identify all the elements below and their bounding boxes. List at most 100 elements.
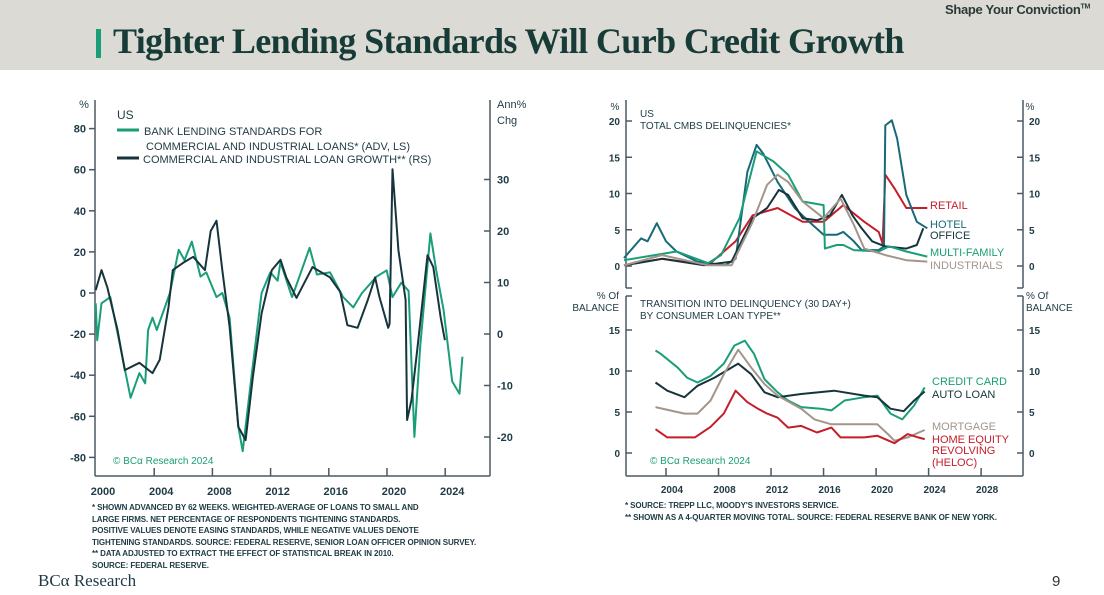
- series-line-0: [654, 339, 926, 421]
- y2-tick-label: 0: [1029, 449, 1035, 460]
- series-line-3: [654, 389, 925, 445]
- y2-tick-label: 30: [497, 175, 509, 187]
- x-tick-label: 2008: [207, 486, 231, 498]
- series-line-2: [655, 348, 926, 442]
- series-line-hotel: [623, 119, 928, 267]
- y2-tick-label: 5: [1029, 226, 1035, 237]
- y-tick-label: 0: [614, 449, 620, 460]
- x-tick-label: 2024: [923, 485, 946, 496]
- x-tick-label: 2016: [324, 486, 348, 498]
- y-tick-label: 15: [609, 326, 621, 337]
- header-band: Shape Your ConvictionTM Tighter Lending …: [0, 0, 1104, 70]
- legend-label: BANK LENDING STANDARDS FOR: [144, 126, 322, 138]
- footnote: SOURCE: FEDERAL RESERVE.: [92, 560, 209, 570]
- page-title: Tighter Lending Standards Will Curb Cred…: [113, 21, 904, 61]
- y-tick-label: 20: [609, 117, 621, 128]
- y2-tick-label: 15: [1029, 326, 1041, 337]
- x-tick-label: 2016: [818, 485, 841, 496]
- series-label: CREDIT CARD: [932, 376, 1007, 388]
- x-tick-label: 2000: [91, 486, 115, 498]
- y-tick-label: 80: [74, 124, 86, 136]
- y-tick-label: 0: [80, 288, 86, 300]
- y2-tick-label: 20: [1029, 117, 1041, 128]
- y2-tick-label: 10: [1029, 190, 1041, 201]
- y2-tick-label: 5: [1029, 408, 1035, 419]
- x-tick-label: 2020: [382, 486, 406, 498]
- series-line-industrials: [623, 173, 928, 267]
- y-tick-label: -20: [70, 329, 86, 341]
- left-footnotes: * SHOWN ADVANCED BY 62 WEEKS. WEIGHTED-A…: [92, 502, 476, 571]
- y-tick-label: -60: [70, 411, 86, 423]
- footnote: * SOURCE: TREPP LLC, MOODY'S INVESTORS S…: [625, 501, 839, 510]
- chart-title: US: [117, 108, 134, 122]
- footnote: POSITIVE VALUES DENOTE EASING STANDARDS,…: [92, 526, 419, 535]
- series-label: REVOLVING: [932, 445, 995, 457]
- x-tick-label: 2004: [149, 486, 174, 498]
- series-label: RETAIL: [930, 200, 968, 212]
- y-tick-label: 5: [614, 408, 620, 419]
- series-label: OFFICE: [930, 230, 970, 242]
- copyright-text: © BCα Research 2024: [113, 456, 214, 467]
- series-line-office: [623, 188, 925, 267]
- x-tick-label: 2028: [976, 485, 999, 496]
- footnote: LARGE FIRMS. NET PERCENTAGE OF RESPONDEN…: [92, 514, 401, 524]
- series-label: INDUSTRIALS: [930, 260, 1003, 272]
- y-tick-label: 0: [614, 262, 620, 273]
- y-tick-label: -40: [70, 370, 86, 382]
- chart-title: US: [640, 109, 654, 120]
- right-footnotes: * SOURCE: TREPP LLC, MOODY'S INVESTORS S…: [625, 500, 997, 523]
- x-tick-label: 2020: [871, 485, 894, 496]
- x-tick-label: 2012: [265, 486, 289, 498]
- series-line-1: [94, 168, 446, 442]
- chart-subtitle: BY CONSUMER LOAN TYPE**: [640, 311, 781, 322]
- series-label: (HELOC): [932, 457, 977, 469]
- y2-tick-label: 0: [1029, 262, 1035, 273]
- trademark: TM: [1080, 3, 1090, 11]
- x-tick-label: 2024: [440, 486, 465, 498]
- page-number: 9: [1052, 573, 1061, 590]
- y2-tick-label: 10: [1029, 367, 1041, 378]
- chart-subtitle: TOTAL CMBS DELINQUENCIES*: [640, 121, 791, 132]
- x-tick-label: 2012: [766, 485, 789, 496]
- y-axis-unit: %: [611, 102, 620, 113]
- y-tick-label: 10: [609, 367, 621, 378]
- series-line-multi-family: [623, 150, 928, 265]
- y2-tick-label: -10: [497, 381, 513, 393]
- y-axis-unit: %: [79, 99, 89, 111]
- y2-tick-label: -20: [497, 432, 513, 444]
- y2-tick-label: 15: [1029, 153, 1041, 164]
- series-label: AUTO LOAN: [932, 389, 995, 401]
- y2-tick-label: 20: [497, 226, 509, 238]
- tagline-text: Shape Your Conviction: [944, 2, 1081, 17]
- footnote: ** DATA ADJUSTED TO EXTRACT THE EFFECT O…: [92, 549, 394, 558]
- y-tick-label: 20: [74, 247, 86, 259]
- series-label: HOTEL: [930, 219, 967, 231]
- series-label: MORTGAGE: [932, 421, 996, 433]
- copyright-text: © BCα Research 2024: [650, 456, 751, 467]
- y-axis-unit: % Of: [597, 291, 619, 302]
- title-accent-bar: [96, 29, 101, 58]
- y-tick-label: -80: [70, 452, 86, 464]
- y2-axis-unit: Chg: [497, 115, 517, 127]
- series-line-0: [94, 232, 464, 453]
- x-tick-label: 2004: [661, 485, 684, 496]
- y-axis-unit: BALANCE: [572, 303, 619, 314]
- tagline: Shape Your ConvictionTM: [945, 2, 1090, 17]
- chart-title: TRANSITION INTO DELINQUENCY (30 DAY+): [640, 299, 851, 310]
- x-tick-label: 2008: [713, 485, 736, 496]
- y-tick-label: 10: [609, 190, 621, 201]
- bca-logo: BCα Research: [38, 571, 137, 590]
- y-tick-label: 15: [609, 153, 621, 164]
- y2-axis-unit: % Of: [1026, 291, 1048, 302]
- y-tick-label: 40: [74, 206, 86, 218]
- series-line-1: [654, 362, 926, 413]
- y2-tick-label: 0: [497, 329, 503, 341]
- legend-label: COMMERCIAL AND INDUSTRIAL LOANS* (ADV, L…: [146, 141, 410, 153]
- y2-tick-label: 10: [497, 278, 509, 290]
- footnote: * SHOWN ADVANCED BY 62 WEEKS. WEIGHTED-A…: [92, 503, 419, 512]
- series-label: HOME EQUITY: [932, 434, 1010, 446]
- legend-label: COMMERCIAL AND INDUSTRIAL LOAN GROWTH** …: [143, 154, 431, 166]
- y-tick-label: 60: [74, 165, 86, 177]
- y-tick-label: 5: [614, 226, 620, 237]
